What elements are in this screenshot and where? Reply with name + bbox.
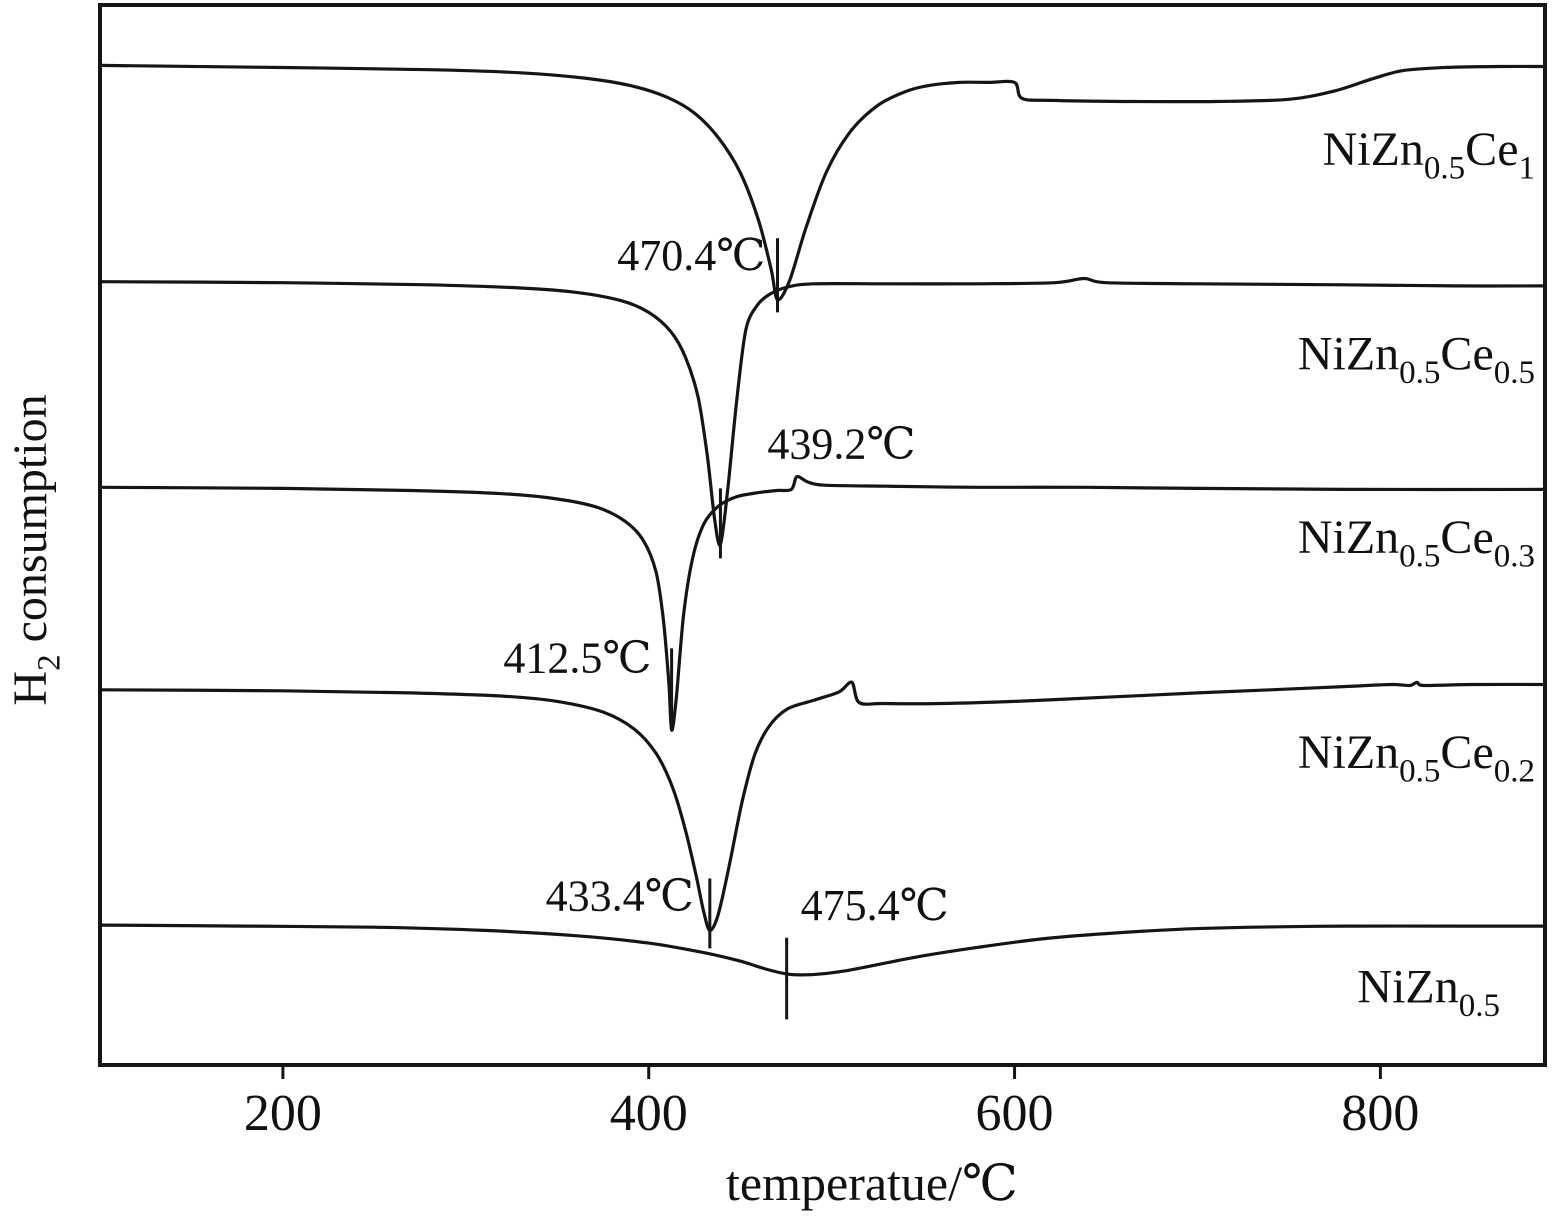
peak-label-433-4: 433.4℃ — [546, 871, 694, 920]
label-text: NiZn — [1323, 123, 1424, 176]
label-subscript: 0.5 — [1399, 754, 1440, 790]
series-label-nizn0-5ce0-2: NiZn0.5Ce0.2 — [1298, 726, 1535, 789]
label-text: Ce — [1465, 123, 1518, 176]
label-subscript: 0.5 — [1494, 355, 1535, 391]
series-curve-nizn0-5 — [98, 923, 1547, 977]
series-label-nizn0-5ce0-3: NiZn0.5Ce0.3 — [1298, 511, 1535, 574]
label-subscript: 0.3 — [1494, 538, 1535, 574]
plot-border — [98, 3, 1547, 1067]
peak-label-412-5: 412.5℃ — [503, 633, 651, 682]
series-curve-nizn0-5ce0-5 — [98, 276, 1547, 547]
series-label-nizn0-5ce1: NiZn0.5Ce1 — [1323, 123, 1535, 186]
peak-label-470-4: 470.4℃ — [617, 231, 765, 280]
peak-label-475-4: 475.4℃ — [801, 881, 949, 930]
y-axis-label: H2 consumption — [4, 394, 67, 705]
label-subscript: 0.2 — [1494, 754, 1535, 790]
x-tick-label: 400 — [610, 1085, 688, 1142]
label-subscript: 0.5 — [1459, 988, 1500, 1024]
series-curve-nizn0-5ce0-3 — [98, 474, 1547, 732]
series-curve-nizn0-5ce1 — [98, 63, 1547, 302]
label-text: consumption — [4, 394, 57, 654]
label-text: H — [4, 671, 57, 706]
label-subscript: 1 — [1519, 150, 1536, 186]
x-tick-label: 800 — [1341, 1085, 1419, 1142]
peak-label-439-2: 439.2℃ — [767, 419, 915, 468]
label-subscript: 0.5 — [1399, 355, 1440, 391]
x-tick-label: 600 — [976, 1085, 1054, 1142]
label-text: Ce — [1440, 328, 1493, 381]
label-text: Ce — [1440, 726, 1493, 779]
label-text: NiZn — [1298, 328, 1399, 381]
label-text: NiZn — [1298, 511, 1399, 564]
series-label-nizn0-5ce0-5: NiZn0.5Ce0.5 — [1298, 328, 1535, 391]
label-text: NiZn — [1298, 726, 1399, 779]
series-curve-nizn0-5ce0-2 — [98, 680, 1547, 932]
label-text: NiZn — [1357, 960, 1458, 1013]
series-label-nizn0-5: NiZn0.5 — [1357, 960, 1500, 1023]
x-tick-label: 200 — [244, 1085, 322, 1142]
x-axis-label: temperatue/℃ — [726, 1155, 1018, 1211]
label-text: Ce — [1440, 511, 1493, 564]
label-subscript: 0.5 — [1424, 150, 1465, 186]
label-subscript: 0.5 — [1399, 538, 1440, 574]
label-subscript: 2 — [31, 654, 67, 671]
